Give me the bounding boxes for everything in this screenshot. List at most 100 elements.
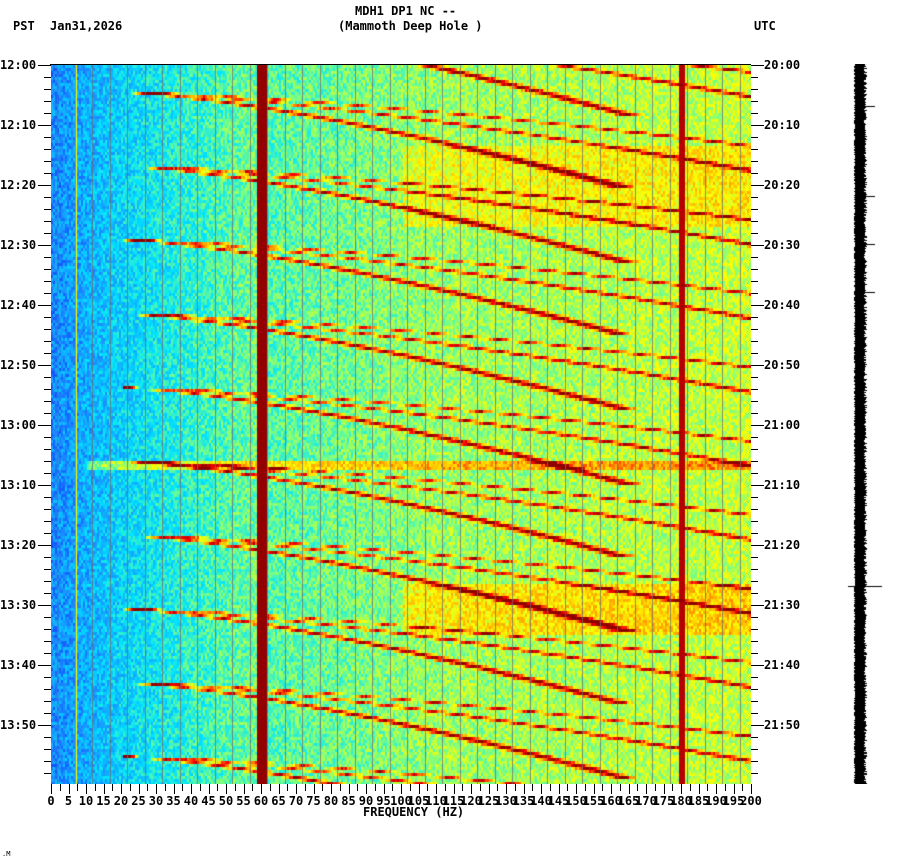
x-tick-label: 175 <box>652 794 675 808</box>
x-tick <box>480 784 481 791</box>
x-tick <box>314 784 315 794</box>
y-tick-right <box>751 581 758 582</box>
x-tick-label: 130 <box>495 794 517 808</box>
y-tick-left <box>44 341 51 342</box>
y-tick-left <box>44 209 51 210</box>
x-tick <box>165 784 166 791</box>
y-tick-right <box>751 401 758 402</box>
y-tick-right <box>751 161 758 162</box>
y-tick-left <box>38 185 51 186</box>
x-tick-label: 110 <box>425 794 447 808</box>
y-tick-left <box>44 629 51 630</box>
y-tick-label-left: 12:00 <box>0 58 37 72</box>
y-tick-left <box>44 317 51 318</box>
x-tick <box>506 784 507 794</box>
y-tick-right <box>751 617 758 618</box>
y-tick-right <box>751 449 758 450</box>
x-tick <box>86 784 87 794</box>
y-tick-left <box>44 581 51 582</box>
y-tick-right <box>751 377 758 378</box>
y-tick-left <box>38 125 51 126</box>
x-tick <box>217 784 218 791</box>
y-tick-label-right: 20:40 <box>764 298 801 312</box>
x-tick <box>112 784 113 791</box>
y-tick-right <box>751 113 758 114</box>
x-tick <box>410 784 411 791</box>
x-tick-label: 50 <box>218 794 234 808</box>
x-tick-label: 40 <box>183 794 199 808</box>
y-tick-right <box>751 737 758 738</box>
y-tick-left <box>44 449 51 450</box>
y-tick-right <box>751 605 764 606</box>
y-tick-left <box>44 257 51 258</box>
y-tick-right <box>751 713 758 714</box>
x-tick-label: 135 <box>512 794 535 808</box>
y-tick-right <box>751 461 758 462</box>
y-tick-right <box>751 245 764 246</box>
y-tick-left <box>44 593 51 594</box>
x-tick <box>646 784 647 794</box>
y-tick-label-right: 20:20 <box>764 178 801 192</box>
y-tick-left <box>44 761 51 762</box>
y-tick-right <box>751 569 758 570</box>
x-tick <box>279 784 280 794</box>
x-tick-label: 80 <box>323 794 339 808</box>
y-tick-right <box>751 281 758 282</box>
y-tick-right <box>751 641 758 642</box>
y-tick-right <box>751 773 758 774</box>
x-tick <box>235 784 236 791</box>
y-tick-left <box>44 281 51 282</box>
x-tick <box>734 784 735 794</box>
y-tick-left <box>44 749 51 750</box>
y-tick-left <box>44 509 51 510</box>
station-name: (Mammoth Deep Hole ) <box>338 19 483 33</box>
y-tick-left <box>44 521 51 522</box>
x-tick-label: 165 <box>617 794 640 808</box>
x-tick <box>60 784 61 791</box>
y-tick-right <box>751 413 758 414</box>
y-tick-right <box>751 437 758 438</box>
y-tick-label-left: 12:50 <box>0 358 37 372</box>
y-tick-right <box>751 653 758 654</box>
y-tick-left <box>44 233 51 234</box>
x-tick <box>156 784 157 794</box>
y-tick-right <box>751 497 758 498</box>
y-tick-left <box>44 269 51 270</box>
y-tick-left <box>44 569 51 570</box>
x-tick-label: 30 <box>148 794 164 808</box>
x-tick <box>322 784 323 791</box>
x-tick-label: 5 <box>64 794 73 808</box>
y-tick-right <box>751 233 758 234</box>
y-tick-label-right: 21:30 <box>764 598 801 612</box>
x-tick <box>699 784 700 794</box>
x-tick <box>174 784 175 794</box>
x-tick-label: 200 <box>740 794 762 808</box>
y-tick-label-left: 13:00 <box>0 418 37 432</box>
y-tick-right <box>751 137 758 138</box>
x-tick <box>349 784 350 794</box>
y-tick-left <box>38 365 51 366</box>
y-tick-left <box>44 689 51 690</box>
x-tick-label: 55 <box>236 794 251 808</box>
x-tick <box>567 784 568 791</box>
x-tick-label: 85 <box>341 794 356 808</box>
y-tick-left <box>44 161 51 162</box>
x-tick <box>357 784 358 791</box>
x-tick-label: 160 <box>600 794 622 808</box>
x-tick <box>270 784 271 791</box>
x-tick <box>637 784 638 791</box>
x-tick-label: 35 <box>166 794 181 808</box>
y-tick-label-left: 13:50 <box>0 718 37 732</box>
y-tick-left <box>38 425 51 426</box>
y-tick-right <box>751 725 764 726</box>
y-tick-right <box>751 185 764 186</box>
x-tick-label: 155 <box>582 794 605 808</box>
y-tick-right <box>751 77 758 78</box>
y-tick-left <box>44 437 51 438</box>
y-tick-left <box>44 197 51 198</box>
x-tick-label: 95 <box>376 794 391 808</box>
x-tick <box>602 784 603 791</box>
y-tick-left <box>44 173 51 174</box>
x-tick <box>427 784 428 791</box>
y-tick-right <box>751 149 758 150</box>
